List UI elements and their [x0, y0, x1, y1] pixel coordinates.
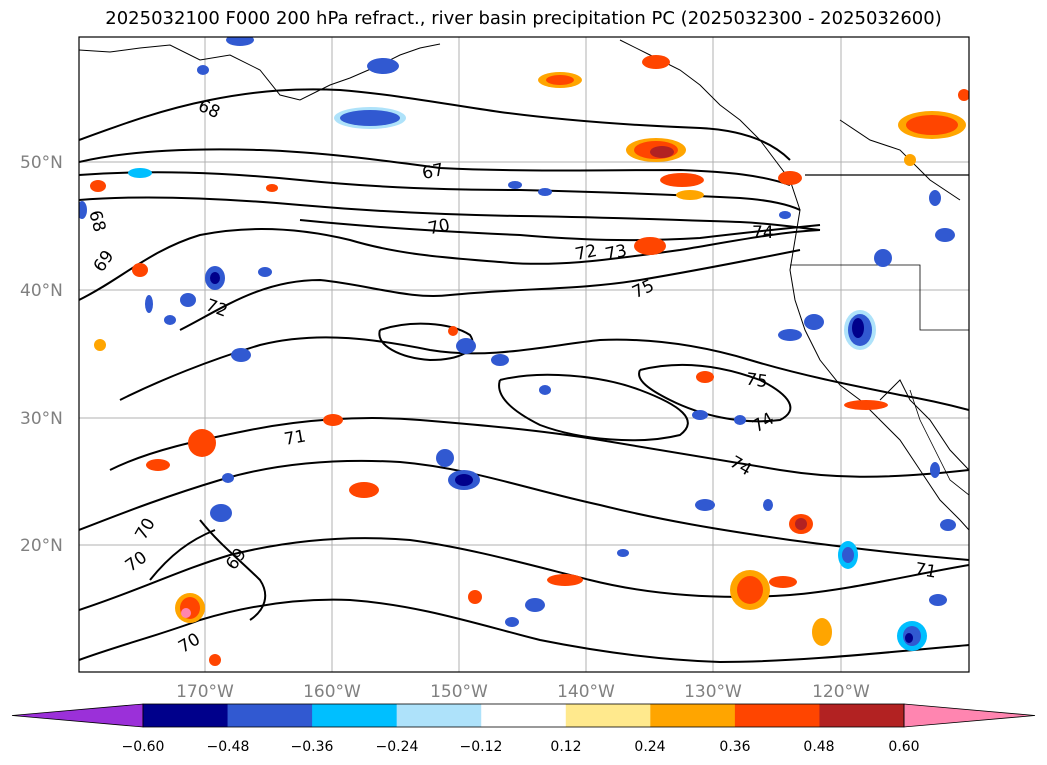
lon-label-160w: 160°W [303, 682, 361, 702]
colorbar-tick-labels: −0.60 −0.48 −0.36 −0.24 −0.12 0.12 0.24 … [122, 739, 920, 755]
colorbar-segment [819, 704, 905, 727]
lon-label-120w: 120°W [812, 682, 870, 702]
colorbar-tick-label: 0.60 [888, 739, 919, 755]
colorbar-tick-label: −0.24 [376, 739, 419, 755]
colorbar-segment [227, 704, 313, 727]
colorbar-tick-label: −0.48 [207, 739, 250, 755]
coastlines [79, 39, 969, 531]
contour-label: 70 [426, 215, 451, 239]
lat-label-30n: 30°N [20, 409, 63, 429]
colorbar-tick-label: −0.36 [291, 739, 334, 755]
refractivity-contours [79, 88, 969, 664]
colorbar-tick-label: −0.12 [460, 739, 503, 755]
colorbar-tick-label: 0.36 [719, 739, 750, 755]
colorbar-segment [650, 704, 736, 727]
longitude-labels: 170°W 160°W 150°W 140°W 130°W 120°W [176, 682, 870, 702]
plot-area [79, 37, 969, 672]
colorbar [11, 703, 1036, 728]
contour-label: 73 [603, 241, 628, 265]
plot-border [78, 36, 970, 673]
contour-label: 71 [283, 426, 308, 449]
colorbar-border [142, 703, 905, 728]
colorbar-segment [734, 704, 820, 727]
colorbar-extend-high [903, 703, 1036, 728]
contour-label: 74 [752, 223, 774, 243]
colorbar-segment [312, 704, 398, 727]
colorbar-segment [143, 704, 229, 727]
lon-label-150w: 150°W [430, 682, 488, 702]
precip-patches [79, 37, 969, 666]
colorbar-tick-label: 0.24 [634, 739, 665, 755]
lon-label-140w: 140°W [557, 682, 615, 702]
colorbar-extend-low [11, 703, 144, 728]
colorbar-segment [565, 704, 651, 727]
colorbar-tick-label: 0.12 [550, 739, 581, 755]
colorbar-segment [481, 704, 567, 727]
colorbar-tick-label: 0.48 [803, 739, 834, 755]
lat-label-40n: 40°N [20, 281, 63, 301]
contour-label: 71 [913, 559, 938, 582]
lat-label-20n: 20°N [20, 536, 63, 556]
lon-label-170w: 170°W [176, 682, 234, 702]
lat-label-50n: 50°N [20, 153, 63, 173]
latitude-labels: 50°N 40°N 30°N 20°N [20, 153, 63, 556]
lon-label-130w: 130°W [684, 682, 742, 702]
contour-label: 72 [573, 241, 598, 265]
colorbar-tick-label: −0.60 [122, 739, 165, 755]
contour-label: 75 [745, 370, 769, 393]
map-title: 2025032100 F000 200 hPa refract., river … [105, 8, 942, 29]
contour-label: 67 [420, 160, 445, 184]
colorbar-segment [396, 704, 482, 727]
